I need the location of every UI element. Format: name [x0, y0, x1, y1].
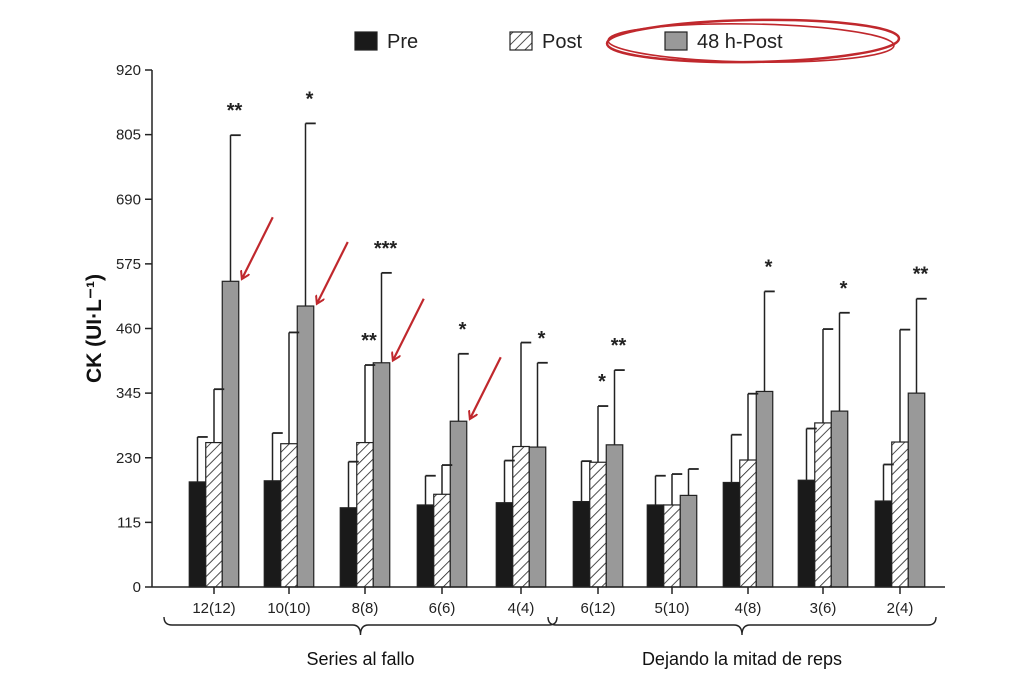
- bar-48-h-post: [528, 446, 547, 588]
- bar-48-h-post: [449, 420, 468, 588]
- bar-post: [739, 459, 757, 588]
- y-tick-label: 0: [133, 579, 141, 596]
- bar-pre: [572, 500, 591, 588]
- bar-pre: [263, 480, 282, 588]
- y-tick-label: 805: [116, 127, 141, 144]
- bar-pre: [722, 481, 741, 588]
- x-tick-label: 6(6): [429, 600, 456, 617]
- bar-post: [891, 441, 909, 588]
- category-groups: Series al fallo Dejando la mitad de reps: [163, 616, 937, 669]
- legend-label: 48 h-Post: [697, 31, 783, 53]
- red-arrow: [243, 216, 274, 277]
- bar-post: [205, 441, 223, 588]
- significance-mark: *: [306, 88, 314, 110]
- significance-mark: **: [227, 100, 243, 122]
- x-tick-label: 12(12): [192, 600, 235, 617]
- error-bars: [196, 122, 927, 508]
- bar-pre: [646, 504, 665, 588]
- highlight-circle-inner: [607, 23, 895, 63]
- significance-mark: **: [913, 264, 929, 286]
- annotation-arrows: [243, 216, 502, 417]
- significance-mark: *: [598, 371, 606, 393]
- red-arrow: [471, 356, 502, 417]
- bar-post: [512, 445, 530, 588]
- bar-post: [663, 504, 681, 588]
- y-tick-label: 690: [116, 191, 141, 208]
- bar-48-h-post: [907, 392, 926, 588]
- y-tick-label: 115: [117, 514, 141, 531]
- red-arrow: [394, 298, 425, 359]
- x-axis: 12(12) 10(10) 8(8) 6(6) 4(4) 6(12) 5(10) 4(8) 3(…: [152, 586, 945, 617]
- y-tick-label: 345: [116, 385, 141, 402]
- bar-48-h-post: [830, 410, 849, 588]
- x-tick-label: 2(4): [887, 600, 914, 617]
- x-tick-label: 8(8): [352, 600, 379, 617]
- bars: [188, 280, 926, 588]
- group-label: Dejando la mitad de reps: [642, 649, 842, 669]
- significance-mark: *: [538, 328, 546, 350]
- bar-48-h-post: [679, 494, 698, 588]
- x-tick-label: 6(12): [580, 600, 615, 617]
- legend: Pre Post 48 h-Post: [354, 18, 901, 64]
- y-tick-label: 575: [116, 256, 141, 273]
- bar-post: [589, 461, 607, 588]
- bar-pre: [416, 504, 435, 588]
- bar-pre: [495, 502, 514, 588]
- significance-mark: **: [361, 330, 377, 352]
- group-label: Series al fallo: [306, 649, 414, 669]
- significance-mark: ***: [374, 238, 398, 260]
- bar-48-h-post: [296, 305, 315, 588]
- x-tick-label: 3(6): [810, 600, 837, 617]
- significance-mark: *: [459, 319, 467, 341]
- bar-post: [433, 493, 451, 588]
- significance-mark: **: [611, 335, 627, 357]
- x-tick-label: 4(8): [735, 600, 762, 617]
- x-tick-label: 10(10): [267, 600, 310, 617]
- bar-pre: [797, 479, 816, 588]
- significance-mark: *: [765, 256, 773, 278]
- bar-post: [280, 443, 298, 588]
- y-axis: 0 115 230 345 460 575 690 805 920 CK (UI·L⁻¹): [83, 62, 153, 596]
- red-arrow: [318, 241, 349, 302]
- legend-swatch-post: [509, 31, 533, 51]
- bar-pre: [188, 481, 207, 588]
- y-axis-label: CK (UI·L⁻¹): [83, 274, 106, 383]
- significance-marks: ********* ********: [227, 88, 929, 393]
- significance-mark: *: [840, 278, 848, 300]
- bar-post: [814, 422, 832, 588]
- x-tick-label: 4(4): [508, 600, 535, 617]
- bar-pre: [874, 500, 893, 588]
- legend-label: Pre: [387, 31, 418, 53]
- y-tick-label: 230: [116, 450, 141, 467]
- bar-48-h-post: [605, 444, 624, 588]
- y-tick-label: 460: [116, 321, 141, 338]
- bar-pre: [339, 507, 358, 588]
- x-tick-label: 5(10): [654, 600, 689, 617]
- legend-swatch-48-h-post: [664, 31, 688, 51]
- bar-48-h-post: [372, 362, 391, 588]
- group-bracket: [547, 616, 937, 636]
- group-bracket: [163, 616, 558, 636]
- y-tick-label: 920: [116, 62, 141, 79]
- bar-48-h-post: [221, 280, 240, 588]
- bar-48-h-post: [755, 390, 774, 588]
- legend-label: Post: [542, 31, 582, 53]
- bar-post: [356, 441, 374, 588]
- legend-swatch-pre: [354, 31, 378, 51]
